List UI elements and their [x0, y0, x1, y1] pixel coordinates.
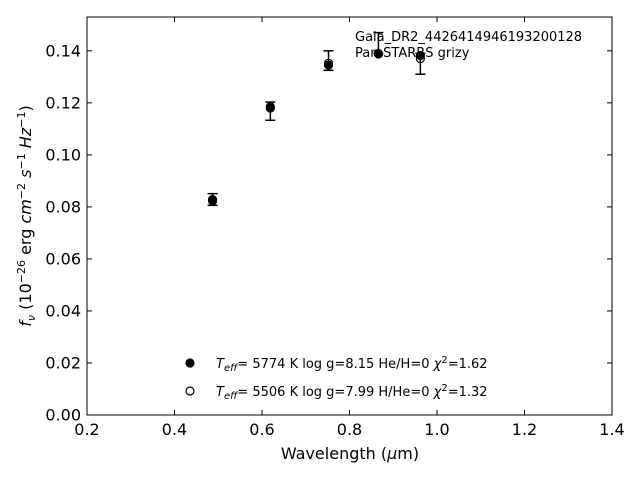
y-tick-label: 0.06	[45, 249, 81, 268]
model-point-open	[207, 195, 218, 205]
x-tick-label: 1.0	[424, 420, 449, 439]
y-tick-label: 0.14	[45, 41, 81, 60]
legend-label: Teff= 5506 K log g=7.99 H/He=0 χ2=1.32	[216, 383, 488, 402]
model-point-filled	[415, 50, 425, 61]
x-axis-ticks: 0.2 0.4 0.6 0.8 1.0 1.2 1.4	[74, 17, 625, 439]
x-tick-label: 0.6	[249, 420, 274, 439]
model-point-open	[373, 48, 383, 59]
y-tick-label: 0.10	[45, 145, 81, 164]
model-point-open	[415, 54, 425, 64]
y-tick-label: 0.02	[45, 353, 81, 372]
legend-marker-open	[185, 386, 195, 396]
x-tick-label: 0.2	[74, 420, 99, 439]
y-tick-label: 0.00	[45, 406, 81, 425]
y-tick-label: 0.04	[45, 301, 81, 320]
model-point-open	[265, 102, 275, 112]
legend: Teff= 5774 K log g=8.15 He/H=0 χ2=1.62 Te…	[185, 355, 488, 402]
x-axis-label: Wavelength (μm)	[281, 444, 419, 463]
y-tick-label: 0.08	[45, 197, 81, 216]
x-tick-label: 1.2	[512, 420, 537, 439]
legend-marker-filled	[185, 358, 195, 368]
x-tick-label: 0.8	[337, 420, 362, 439]
x-tick-label: 1.4	[599, 420, 624, 439]
model-point-open	[323, 58, 334, 68]
legend-label: Teff= 5774 K log g=8.15 He/H=0 χ2=1.62	[216, 355, 488, 374]
x-tick-label: 0.4	[162, 420, 187, 439]
y-axis-ticks: 0.00 0.02 0.04 0.06 0.08 0.10 0.12 0.14	[45, 41, 612, 425]
annotation-survey: Pan-STARRS grizy	[355, 46, 470, 61]
plot-area	[86, 16, 613, 416]
y-tick-label: 0.12	[45, 93, 81, 112]
y-axis-label: fν (10−26 erg cm−2 s−1 Hz−1)	[15, 105, 38, 326]
series-layer	[207, 48, 425, 206]
annotation-object-id: Gaia_DR2_4426414946193200128	[355, 30, 582, 45]
